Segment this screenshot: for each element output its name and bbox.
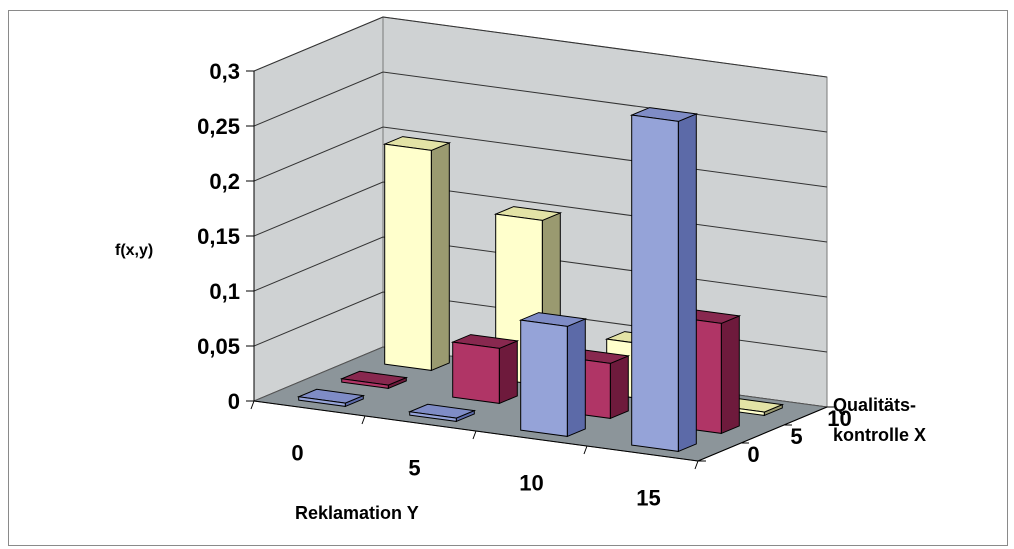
x-tick xyxy=(472,430,477,440)
x-tick-label: 15 xyxy=(636,486,660,511)
depth-axis-line xyxy=(697,406,828,462)
x-tick-label: 10 xyxy=(519,471,543,496)
bar-front xyxy=(384,143,432,371)
x-tick-label: 5 xyxy=(408,456,420,481)
y-axis-title-line2: kontrolle X xyxy=(833,425,926,445)
x-tick xyxy=(250,400,255,410)
depth-tick-label: 0 xyxy=(747,442,759,467)
bar-side xyxy=(677,113,697,453)
axis-labels: f(x,y) Reklamation Y Qualitäts- kontroll… xyxy=(115,59,926,523)
z-tick-label: 0,2 xyxy=(209,169,240,194)
bar xyxy=(518,312,588,438)
bar-front xyxy=(452,341,500,404)
z-tick-label: 0,1 xyxy=(209,279,240,304)
depth-tick-label: 10 xyxy=(827,406,851,431)
depth-tick-label: 5 xyxy=(790,424,802,449)
bar-side xyxy=(498,340,518,405)
bar-front xyxy=(298,396,346,407)
x-tick xyxy=(694,460,699,470)
bar xyxy=(382,136,452,372)
bars xyxy=(296,107,785,453)
bar xyxy=(407,403,477,423)
axes xyxy=(246,70,835,470)
z-tick-label: 0,15 xyxy=(197,224,240,249)
z-tick-label: 0,05 xyxy=(197,334,240,359)
bar-front xyxy=(341,378,389,389)
z-axis-title: f(x,y) xyxy=(115,242,153,259)
chart-frame: f(x,y) Reklamation Y Qualitäts- kontroll… xyxy=(8,10,1008,546)
x-tick xyxy=(361,415,366,425)
bar-front xyxy=(520,319,568,437)
y-axis-title-line1: Qualitäts- xyxy=(833,395,916,415)
z-tick-label: 0,3 xyxy=(209,59,240,84)
bar-side xyxy=(720,315,740,435)
bar xyxy=(296,388,366,408)
gridline xyxy=(253,16,828,78)
bar3d-chart: f(x,y) Reklamation Y Qualitäts- kontroll… xyxy=(115,16,926,523)
z-tick-label: 0 xyxy=(228,389,240,414)
bar-front xyxy=(409,411,457,422)
bar xyxy=(450,334,520,405)
bar-side xyxy=(430,142,450,372)
x-axis-title: Reklamation Y xyxy=(295,503,419,523)
bar-side xyxy=(566,318,586,438)
bar xyxy=(339,370,409,390)
bar-front xyxy=(631,114,679,452)
x-tick-label: 0 xyxy=(291,441,303,466)
z-tick-label: 0,25 xyxy=(197,114,240,139)
bar-side xyxy=(609,355,629,420)
bar xyxy=(629,107,699,453)
x-tick xyxy=(583,445,588,455)
